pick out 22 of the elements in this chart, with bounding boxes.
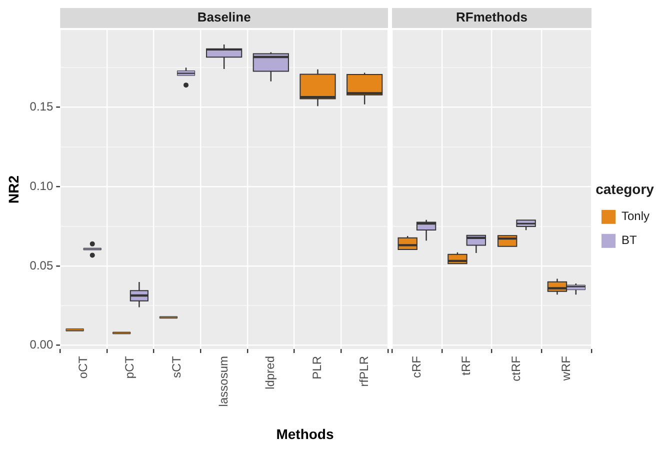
x-tick-label: wRF	[558, 356, 573, 382]
chart-title: RFmethods	[456, 10, 528, 25]
y-tick-label: 0.00	[30, 338, 54, 352]
x-tick-label: PLR	[310, 356, 324, 380]
x-tick-label: pCT	[122, 355, 137, 379]
y-tick-label: 0.05	[30, 258, 54, 272]
x-tick-label: ctRF	[509, 356, 523, 382]
legend-title: category	[596, 180, 654, 197]
x-tick-label: ldpred	[263, 356, 278, 390]
y-axis-title: NR2	[5, 175, 22, 204]
y-tick-label: 0.15	[30, 100, 54, 114]
x-axis-title: Methods	[275, 426, 335, 442]
x-tick-label: rfPLR	[356, 356, 371, 387]
x-tick-label: lassosum	[216, 356, 230, 407]
y-tick-label: 0.10	[30, 178, 54, 193]
chart-title: Baseline	[197, 10, 251, 25]
x-tick-label: oCT	[76, 355, 90, 379]
x-tick-label: tRF	[459, 356, 474, 376]
legend-label: BT	[622, 233, 638, 248]
legend-label: Tonly	[622, 209, 650, 224]
x-tick-label: cRF	[409, 356, 424, 378]
x-tick-label: sCT	[170, 355, 184, 378]
